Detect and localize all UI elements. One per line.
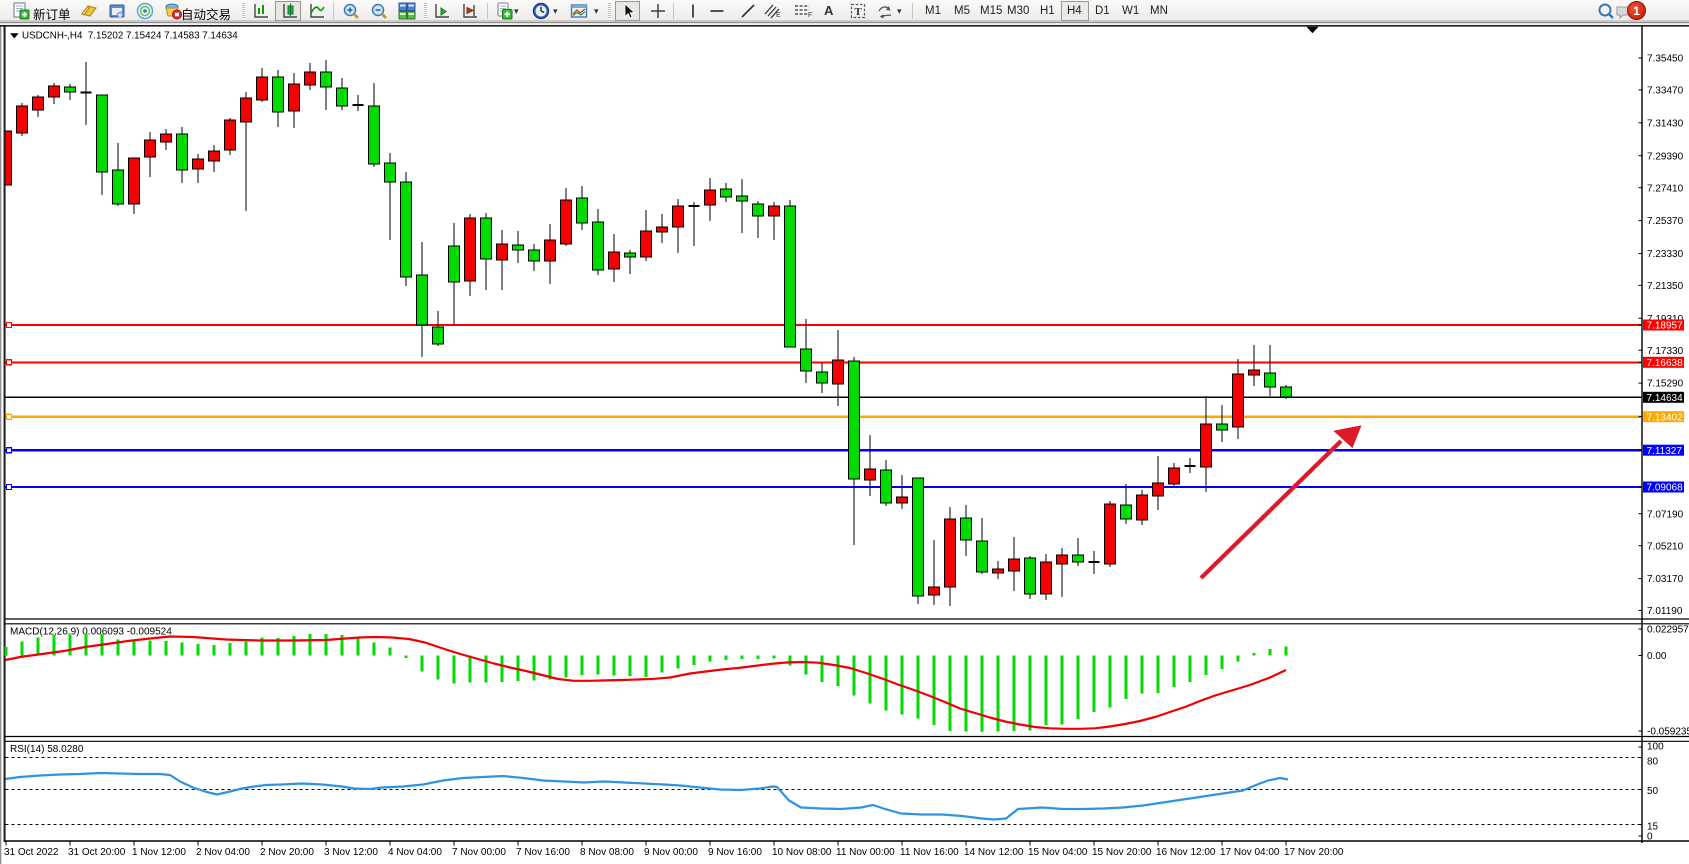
svg-text:RSI(14) 58.0280: RSI(14) 58.0280 [10, 744, 84, 755]
svg-text:7.03170: 7.03170 [1647, 574, 1684, 585]
svg-text:80: 80 [1647, 757, 1659, 768]
svg-text:7.18957: 7.18957 [1647, 321, 1684, 332]
svg-text:11 Nov 16:00: 11 Nov 16:00 [900, 847, 959, 858]
svg-text:7.16638: 7.16638 [1647, 358, 1684, 369]
svg-text:1 Nov 12:00: 1 Nov 12:00 [132, 847, 186, 858]
svg-text:7.01190: 7.01190 [1647, 606, 1683, 617]
svg-text:7.11327: 7.11327 [1647, 446, 1683, 457]
svg-text:3 Nov 12:00: 3 Nov 12:00 [324, 847, 378, 858]
svg-text:17 Nov 20:00: 17 Nov 20:00 [1284, 847, 1344, 858]
svg-text:7.14634: 7.14634 [1647, 393, 1684, 404]
svg-text:7.33470: 7.33470 [1647, 86, 1684, 97]
svg-text:50: 50 [1647, 786, 1659, 797]
svg-text:11 Nov 00:00: 11 Nov 00:00 [836, 847, 895, 858]
svg-text:31 Oct 20:00: 31 Oct 20:00 [68, 847, 126, 858]
svg-text:7.21350: 7.21350 [1647, 281, 1684, 292]
svg-text:100: 100 [1647, 742, 1664, 753]
svg-text:7.15290: 7.15290 [1647, 379, 1684, 390]
svg-text:7.27410: 7.27410 [1647, 183, 1684, 194]
svg-text:7 Nov 00:00: 7 Nov 00:00 [452, 847, 506, 858]
svg-text:T: T [854, 6, 862, 18]
svg-text:7.17330: 7.17330 [1647, 346, 1684, 357]
svg-text:17 Nov 04:00: 17 Nov 04:00 [1220, 847, 1280, 858]
svg-text:10 Nov 08:00: 10 Nov 08:00 [772, 847, 832, 858]
svg-text:-0.059235: -0.059235 [1647, 727, 1689, 738]
svg-text:7.23330: 7.23330 [1647, 249, 1684, 260]
svg-text:31 Oct 2022: 31 Oct 2022 [4, 847, 59, 858]
svg-text:USDCNH-,H4 7.15202 7.15424 7.: USDCNH-,H4 7.15202 7.15424 7.14583 7.146… [22, 30, 238, 41]
svg-text:16 Nov 12:00: 16 Nov 12:00 [1156, 847, 1216, 858]
svg-text:4 Nov 04:00: 4 Nov 04:00 [388, 847, 442, 858]
svg-text:7.29390: 7.29390 [1647, 151, 1684, 162]
svg-text:8 Nov 08:00: 8 Nov 08:00 [580, 847, 634, 858]
svg-text:7.35450: 7.35450 [1647, 54, 1684, 65]
svg-text:7.19310: 7.19310 [1647, 314, 1684, 325]
svg-text:2 Nov 04:00: 2 Nov 04:00 [196, 847, 250, 858]
svg-text:2 Nov 20:00: 2 Nov 20:00 [260, 847, 314, 858]
svg-text:9 Nov 00:00: 9 Nov 00:00 [644, 847, 698, 858]
svg-text:0.022957: 0.022957 [1647, 625, 1689, 636]
svg-text:MACD(12,26,9) 0.006093 -0.0095: MACD(12,26,9) 0.006093 -0.009524 [10, 627, 172, 638]
svg-text:14 Nov 12:00: 14 Nov 12:00 [964, 847, 1024, 858]
svg-text:0.00: 0.00 [1647, 651, 1667, 662]
svg-text:15: 15 [1647, 822, 1659, 833]
svg-text:7.25370: 7.25370 [1647, 216, 1684, 227]
svg-text:7.07190: 7.07190 [1647, 509, 1684, 520]
svg-text:7.13402: 7.13402 [1647, 412, 1684, 423]
svg-text:7 Nov 16:00: 7 Nov 16:00 [516, 847, 570, 858]
svg-text:9 Nov 16:00: 9 Nov 16:00 [708, 847, 762, 858]
svg-text:15 Nov 20:00: 15 Nov 20:00 [1092, 847, 1152, 858]
svg-text:7.05210: 7.05210 [1647, 541, 1684, 552]
svg-text:7.31430: 7.31430 [1647, 118, 1684, 129]
svg-text:15 Nov 04:00: 15 Nov 04:00 [1028, 847, 1088, 858]
svg-text:0: 0 [1647, 832, 1653, 843]
svg-text:7.09068: 7.09068 [1647, 483, 1684, 494]
